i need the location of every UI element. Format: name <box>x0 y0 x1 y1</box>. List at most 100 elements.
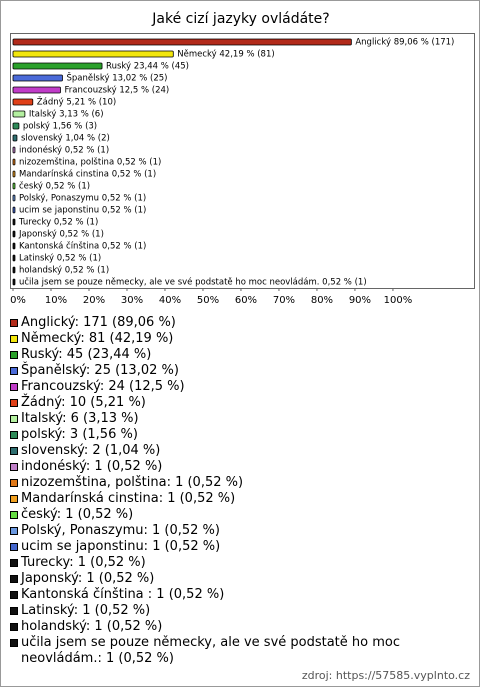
x-tick-label: 80% <box>311 295 333 306</box>
bar <box>12 182 16 190</box>
legend-item: Anglický: 171 (89,06 %) <box>10 315 465 331</box>
bar-label: Španělský 13,02 % (25) <box>66 72 167 84</box>
bar-label: Japonský 0,52 % (1) <box>18 230 104 240</box>
bar <box>12 170 16 178</box>
legend-item: Ruský: 45 (23,44 %) <box>10 347 465 363</box>
legend-label: Žádný: 10 (5,21 %) <box>21 395 146 410</box>
bar <box>12 242 16 250</box>
legend-swatch <box>10 511 18 519</box>
legend-swatch <box>10 559 18 567</box>
x-tick-label: 60% <box>235 295 257 306</box>
legend-label: Turecky: 1 (0,52 %) <box>21 555 146 570</box>
legend-label: polský: 3 (1,56 %) <box>21 427 138 442</box>
bar <box>12 50 174 58</box>
bar-label: ucim se japonstinu 0,52 % (1) <box>19 206 146 216</box>
chart: Jaké cizí jazyky ovládáte? 0% 10% 20% 30% 40… <box>10 11 475 306</box>
x-tick-label: 100% <box>384 295 413 306</box>
legend-item: Španělský: 25 (13,02 %) <box>10 363 465 379</box>
bar-label: český 0,52 % (1) <box>19 181 90 192</box>
legend-item: Francouzský: 24 (12,5 %) <box>10 379 465 395</box>
bar <box>12 38 352 46</box>
bar <box>12 62 103 70</box>
legend-label: indonéský: 1 (0,52 %) <box>21 459 163 474</box>
legend-swatch <box>10 319 18 327</box>
x-tick-label: 90% <box>349 295 371 306</box>
legend-label: holandský: 1 (0,52 %) <box>21 619 163 634</box>
bar <box>12 254 16 262</box>
bar <box>12 230 16 238</box>
legend-swatch <box>10 399 18 407</box>
bar-label: Polský, Ponaszymu 0,52 % (1) <box>19 194 146 204</box>
legend-item: Turecky: 1 (0,52 %) <box>10 555 465 571</box>
legend-item: Italský: 6 (3,13 %) <box>10 411 465 427</box>
bar-label: Francouzský 12,5 % (24) <box>64 86 169 96</box>
legend-swatch <box>10 591 18 599</box>
legend-item: učila jsem se pouze německy, ale ve své … <box>10 635 465 667</box>
bar <box>12 134 18 142</box>
bar <box>12 158 16 166</box>
legend-item: Polský, Ponaszymu: 1 (0,52 %) <box>10 523 465 539</box>
legend-item: Latinský: 1 (0,52 %) <box>10 603 465 619</box>
plot-frame <box>10 33 475 289</box>
legend-swatch <box>10 447 18 455</box>
legend-label: Anglický: 171 (89,06 %) <box>21 315 176 330</box>
bar <box>12 278 16 286</box>
legend-item: Japonský: 1 (0,52 %) <box>10 571 465 587</box>
legend-item: polský: 3 (1,56 %) <box>10 427 465 443</box>
legend-swatch <box>10 367 18 375</box>
legend-swatch <box>10 463 18 471</box>
legend-swatch <box>10 479 18 487</box>
bar-label: Žádný 5,21 % (10) <box>37 96 116 108</box>
bar-label: Ruský 23,44 % (45) <box>106 62 189 72</box>
legend-label: ucim se japonstinu: 1 (0,52 %) <box>21 539 221 554</box>
bar-label: nizozemština, polština 0,52 % (1) <box>19 157 161 168</box>
bar <box>12 266 16 274</box>
legend-item: slovenský: 2 (1,04 %) <box>10 443 465 459</box>
x-tick-label: 70% <box>273 295 295 306</box>
legend-label: Ruský: 45 (23,44 %) <box>21 347 152 362</box>
bar-label: Latinský 0,52 % (1) <box>19 254 101 264</box>
legend-swatch <box>10 527 18 535</box>
legend-label: Francouzský: 24 (12,5 %) <box>21 379 185 394</box>
legend-swatch <box>10 495 18 503</box>
bar-label: holandský 0,52 % (1) <box>19 266 109 276</box>
chart-title: Jaké cizí jazyky ovládáte? <box>151 11 329 27</box>
legend-swatch <box>10 431 18 439</box>
bar-label: Italský 3,13 % (6) <box>29 110 104 120</box>
legend-item: Mandarínská cinstina: 1 (0,52 %) <box>10 491 465 507</box>
legend-swatch <box>10 623 18 631</box>
legend-swatch <box>10 335 18 343</box>
bar <box>12 218 16 226</box>
legend-item: Německý: 81 (42,19 %) <box>10 331 465 347</box>
legend: Anglický: 171 (89,06 %) Německý: 81 (42,1… <box>10 315 465 667</box>
bar-label: Mandarínská cinstina 0,52 % (1) <box>19 170 156 180</box>
legend-swatch <box>10 639 18 647</box>
legend-label: Mandarínská cinstina: 1 (0,52 %) <box>21 491 236 506</box>
legend-label: Italský: 6 (3,13 %) <box>21 411 139 426</box>
legend-label: nizozemština, polština: 1 (0,52 %) <box>21 475 244 490</box>
legend-item: Žádný: 10 (5,21 %) <box>10 395 465 411</box>
legend-label: Kantonská čínština : 1 (0,52 %) <box>21 587 225 602</box>
legend-swatch <box>10 383 18 391</box>
legend-label: Japonský: 1 (0,52 %) <box>21 571 155 586</box>
legend-item: nizozemština, polština: 1 (0,52 %) <box>10 475 465 491</box>
source: zdroj: https://57585.vyplnto.cz <box>301 669 470 682</box>
legend-item: Kantonská čínština : 1 (0,52 %) <box>10 587 465 603</box>
legend-item: holandský: 1 (0,52 %) <box>10 619 465 635</box>
bar-label: indonéský 0,52 % (1) <box>19 145 109 156</box>
legend-item: ucim se japonstinu: 1 (0,52 %) <box>10 539 465 555</box>
x-tick-label: 50% <box>197 295 219 306</box>
legend-label: učila jsem se pouze německy, ale ve své … <box>21 635 400 666</box>
bar-label: Turecky 0,52 % (1) <box>18 218 98 228</box>
x-tick-label: 40% <box>159 295 181 306</box>
bar-label: Německý 42,19 % (81) <box>177 50 274 60</box>
legend-swatch <box>10 607 18 615</box>
bar <box>12 122 20 130</box>
legend-label: Španělský: 25 (13,02 %) <box>21 363 179 378</box>
bar <box>12 206 16 214</box>
x-tick-label: 20% <box>83 295 105 306</box>
legend-label: Polský, Ponaszymu: 1 (0,52 %) <box>21 523 220 538</box>
x-tick-label: 0% <box>10 295 26 306</box>
bar-label: Anglický 89,06 % (171) <box>355 38 454 48</box>
